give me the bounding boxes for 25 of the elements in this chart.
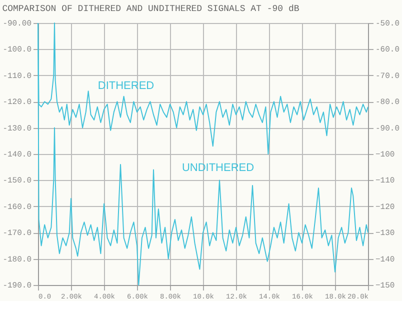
y-tick-label: -110.0 <box>2 72 32 81</box>
y-tick-label: -130.0 <box>2 124 32 134</box>
y-tick-label: -190.0 <box>2 282 32 290</box>
y2-tick-label: −130 <box>376 229 395 238</box>
y-tick-label: -170.0 <box>2 229 32 238</box>
y-tick-label: -120.0 <box>2 98 32 108</box>
y-tick-label: -180.0 <box>2 255 32 264</box>
annotation: UNDITHERED <box>182 162 254 174</box>
y-tick-label: -140.0 <box>2 150 32 160</box>
y-tick-label: -150.0 <box>2 176 32 186</box>
y-tick-label: -90.00 <box>2 20 32 28</box>
y2-tick-label: -70.0 <box>376 72 400 81</box>
y2-tick-label: −100 <box>376 150 395 160</box>
y2-tick-label: −110 <box>376 176 395 186</box>
y2-tick-label: −140 <box>376 255 395 264</box>
y2-tick-label: -50.0 <box>376 20 400 28</box>
annotation: DITHERED <box>98 80 154 92</box>
chart-title: COMPARISON OF DITHERED AND UNDITHERED SIGNALS AT -90 dB <box>2 4 300 14</box>
y-tick-label: -100.0 <box>2 46 32 55</box>
y2-tick-label: -60.0 <box>376 46 400 55</box>
y2-tick-label: -80.0 <box>376 98 400 108</box>
y-tick-label: -160.0 <box>2 202 32 212</box>
y2-tick-label: −120 <box>376 202 395 212</box>
y2-tick-label: -90.0 <box>376 124 400 134</box>
y2-tick-label: −150 <box>376 282 395 290</box>
